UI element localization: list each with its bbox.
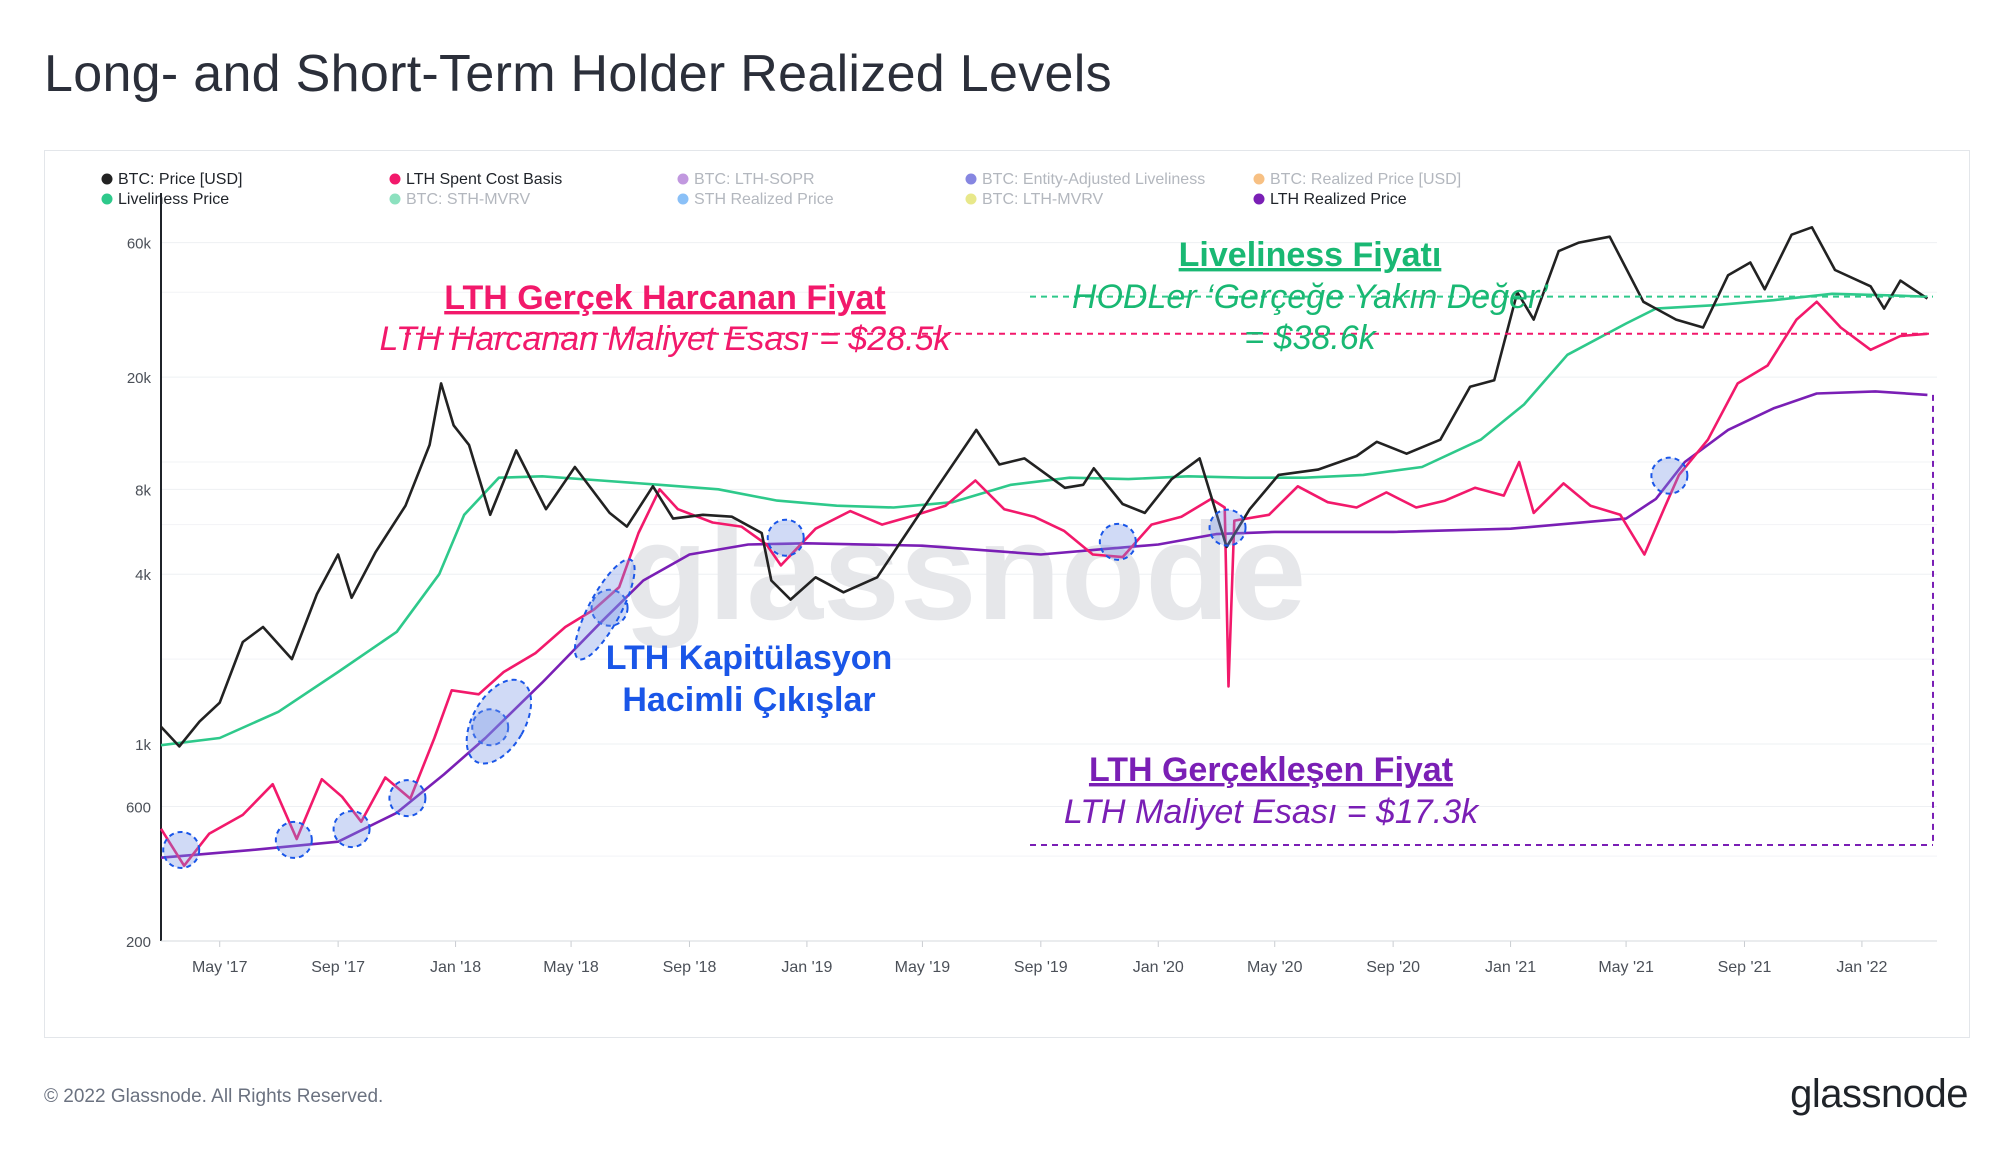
legend-item[interactable]: BTC: Realized Price [USD]	[1253, 171, 1462, 188]
legend-swatch	[389, 193, 401, 205]
x-tick-label: Sep '21	[1718, 959, 1772, 976]
legend: BTC: Price [USD] LTH Spent Cost Basis BTC:…	[101, 171, 1462, 208]
x-tick-label: Sep '19	[1014, 959, 1068, 976]
legend-swatch	[1253, 173, 1265, 185]
capitulation-marker	[471, 708, 510, 747]
y-tick-label: 60k	[127, 236, 152, 253]
y-tick-label: 600	[126, 799, 151, 816]
lth-realized-annotation-title: LTH Gerçekleşen Fiyat	[1089, 751, 1453, 789]
legend-label: Liveliness Price	[118, 191, 229, 208]
series-line-lth-realized	[160, 390, 1928, 859]
legend-item[interactable]: LTH Spent Cost Basis	[389, 171, 563, 188]
glassnode-logo: glassnode	[1790, 1072, 1968, 1116]
legend-item[interactable]: STH Realized Price	[677, 191, 834, 208]
capitulation-marker	[1098, 522, 1137, 561]
capitulation-markers	[162, 456, 1689, 869]
legend-item[interactable]: BTC: Price [USD]	[101, 171, 243, 188]
grid	[161, 242, 1937, 942]
legend-label: BTC: Realized Price [USD]	[1270, 171, 1461, 188]
capitulation-marker	[1208, 508, 1247, 547]
liveliness-annotation-value: = $38.6k	[1244, 319, 1377, 357]
legend-item[interactable]: BTC: LTH-SOPR	[677, 171, 815, 188]
x-tick-label: May '18	[543, 959, 599, 976]
reference-lines	[405, 295, 1934, 846]
legend-label: LTH Realized Price	[1270, 191, 1407, 208]
capitulation-marker	[162, 830, 201, 869]
series-layer	[159, 226, 1929, 867]
x-tick-label: Jan '20	[1133, 959, 1184, 976]
capitulation-annotation-line1: LTH Kapitülasyon	[606, 639, 893, 677]
legend-swatch	[101, 193, 113, 205]
capitulation-marker	[388, 779, 427, 818]
chart-frame: BTC: Price [USD] LTH Spent Cost Basis BTC:…	[44, 150, 1970, 1038]
x-tick-label: Jan '22	[1836, 959, 1887, 976]
series-line-lth-spent	[159, 300, 1928, 867]
lth-realized-annotation-subtitle: LTH Maliyet Esası = $17.3k	[1064, 793, 1480, 831]
x-tick-label: May '21	[1598, 959, 1654, 976]
capitulation-marker	[332, 810, 371, 849]
legend-label: BTC: LTH-MVRV	[982, 191, 1104, 208]
capitulation-annotation-line2: Hacimli Çıkışlar	[622, 681, 875, 719]
legend-label: BTC: Entity-Adjusted Liveliness	[982, 171, 1205, 188]
capitulation-marker	[766, 518, 805, 557]
liveliness-annotation-subtitle: HODLer ‘Gerçeğe Yakın Değer’	[1072, 278, 1549, 316]
x-tick-label: Sep '18	[663, 959, 717, 976]
legend-label: STH Realized Price	[694, 191, 834, 208]
legend-item[interactable]: Liveliness Price	[101, 191, 230, 208]
legend-swatch	[101, 173, 113, 185]
legend-label: BTC: STH-MVRV	[406, 191, 530, 208]
x-tick-label: Jan '18	[430, 959, 481, 976]
watermark: glassnode	[624, 495, 1307, 649]
capitulation-marker	[1650, 456, 1689, 495]
page-title: Long- and Short-Term Holder Realized Lev…	[44, 45, 1112, 103]
x-tick-label: May '17	[192, 959, 248, 976]
legend-swatch	[677, 193, 689, 205]
x-tick-label: Sep '20	[1366, 959, 1420, 976]
x-tick-label: May '20	[1247, 959, 1303, 976]
lth-spent-annotation-title: LTH Gerçek Harcanan Fiyat	[444, 279, 886, 317]
legend-swatch	[677, 173, 689, 185]
legend-swatch	[1253, 193, 1265, 205]
capitulation-marker	[274, 820, 313, 859]
y-tick-label: 1k	[135, 737, 151, 754]
legend-swatch	[965, 193, 977, 205]
capitulation-marker-large	[573, 558, 636, 661]
y-tick-label: 4k	[135, 567, 151, 584]
y-tick-label: 8k	[135, 482, 151, 499]
series-line-liveliness	[160, 292, 1928, 747]
y-tick-label: 20k	[127, 370, 152, 387]
lth-spent-annotation-subtitle: LTH Harcanan Maliyet Esası = $28.5k	[379, 320, 952, 358]
legend-label: BTC: LTH-SOPR	[694, 171, 815, 188]
legend-label: BTC: Price [USD]	[118, 171, 242, 188]
x-tick-label: Jan '19	[781, 959, 832, 976]
legend-item[interactable]: BTC: Entity-Adjusted Liveliness	[965, 171, 1206, 188]
copyright-footer: © 2022 Glassnode. All Rights Reserved.	[44, 1086, 384, 1107]
legend-item[interactable]: BTC: LTH-MVRV	[965, 191, 1104, 208]
legend-item[interactable]: BTC: STH-MVRV	[389, 191, 531, 208]
chart-svg: BTC: Price [USD] LTH Spent Cost Basis BTC:…	[101, 171, 1937, 976]
legend-swatch	[389, 173, 401, 185]
x-tick-label: May '19	[895, 959, 951, 976]
legend-label: LTH Spent Cost Basis	[406, 171, 562, 188]
x-tick-label: Jan '21	[1485, 959, 1536, 976]
liveliness-annotation-title: Liveliness Fiyatı	[1179, 236, 1442, 274]
legend-swatch	[965, 173, 977, 185]
axes: 200 600 1k 4k 8k 20k 60k May '17 Sep '17 Jan '18 M…	[126, 193, 1937, 976]
capitulation-marker-large	[465, 678, 533, 765]
legend-item[interactable]: LTH Realized Price	[1253, 191, 1407, 208]
series-line-price	[160, 226, 1929, 748]
y-tick-label: 200	[126, 934, 151, 951]
x-tick-label: Sep '17	[311, 959, 365, 976]
